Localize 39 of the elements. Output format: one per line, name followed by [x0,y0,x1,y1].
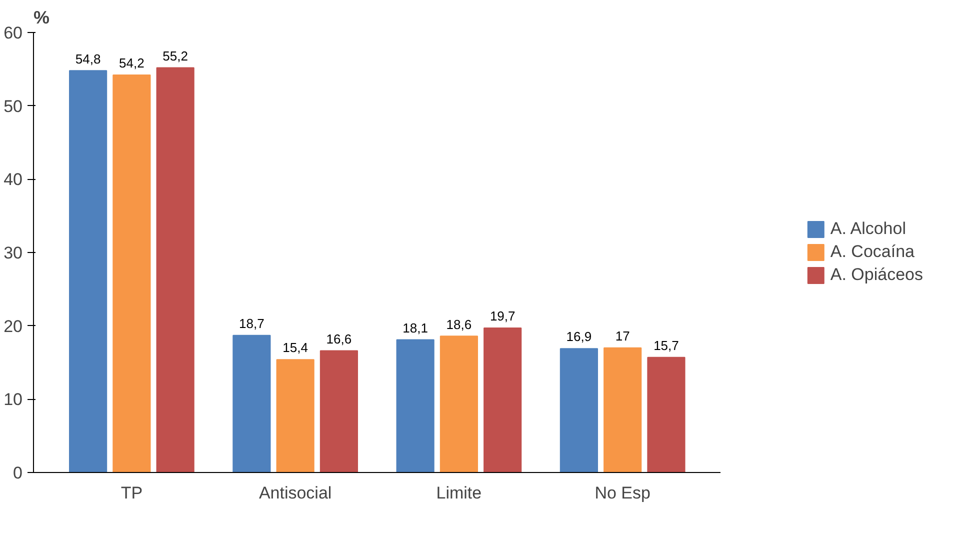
bar [604,347,642,472]
y-tick-label: 60 [4,24,23,42]
bar [647,356,686,472]
data-label: 17 [615,328,630,344]
bar [440,336,478,472]
bar [276,359,314,472]
x-tick-label: TP [120,484,143,502]
y-tick-label: 40 [4,170,23,190]
y-tick-label: 30 [4,244,23,262]
legend-label: A. Alcohol [830,219,906,239]
x-tick-label: Limite [436,484,482,502]
data-label: 55,2 [162,48,188,64]
y-tick-label: 50 [4,96,23,116]
bar [232,334,271,472]
data-label: 54,8 [75,51,101,66]
bar [112,74,151,472]
y-axis-title: % [34,8,50,28]
y-tick-label: 0 [13,464,23,482]
bar [69,70,108,472]
bar [560,348,598,472]
legend-label: A. Cocaína [830,242,914,262]
data-label: 15,4 [282,340,308,356]
data-label: 54,2 [119,56,144,71]
legend-label: A. Opiáceos [830,265,923,285]
y-tick-label: 20 [4,316,23,336]
data-label: 19,7 [490,308,516,324]
x-tick-label: Antisocial [258,484,332,502]
data-label: 16,6 [326,331,352,346]
data-label: 16,9 [566,329,592,344]
data-label: 18,1 [402,320,428,336]
data-label: 15,7 [654,338,679,354]
bar [396,339,434,472]
data-label: 18,7 [239,316,264,332]
data-label: 18,6 [446,316,472,332]
bar [156,67,194,472]
y-tick-label: 10 [4,390,23,410]
x-tick-label: No Esp [594,484,650,502]
bar [484,328,522,472]
bar [320,350,358,472]
